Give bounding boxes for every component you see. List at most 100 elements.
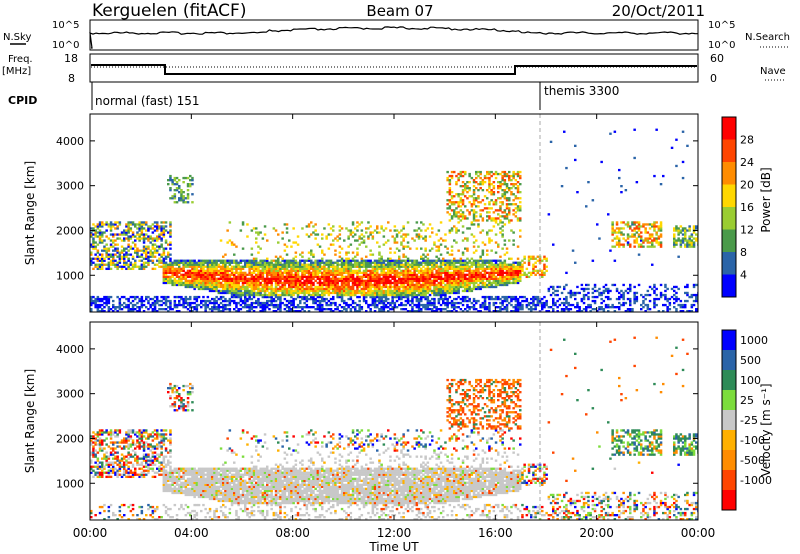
power-cell: [261, 261, 265, 264]
power-cell: [519, 261, 522, 264]
power-cell: [380, 293, 383, 297]
power-cell: [184, 299, 188, 303]
power-cell: [360, 275, 364, 279]
power-cell: [422, 293, 425, 297]
power-cell: [145, 255, 148, 258]
power-cell: [371, 231, 375, 234]
power-cell: [519, 235, 522, 238]
power-cell: [127, 237, 130, 240]
power-cell: [382, 299, 386, 303]
power-cell: [358, 261, 361, 264]
power-cell: [475, 181, 478, 184]
power-cell: [512, 269, 515, 273]
power-cell: [426, 257, 430, 260]
power-cell: [292, 241, 295, 244]
power-cell: [510, 267, 513, 271]
power-cell: [162, 247, 166, 250]
power-cell: [112, 299, 115, 303]
power-cell: [510, 174, 513, 178]
power-cell: [329, 287, 333, 291]
power-cell: [244, 273, 247, 277]
power-cell: [169, 223, 172, 226]
power-cell: [549, 140, 553, 144]
power-cell: [428, 287, 432, 291]
power-cell: [424, 239, 427, 242]
power-cell: [151, 239, 155, 242]
power-cell: [384, 279, 388, 283]
power-cell: [228, 287, 232, 291]
power-cell: [94, 247, 97, 250]
power-cell: [360, 265, 364, 268]
power-cell: [127, 245, 130, 248]
power-cell: [204, 281, 207, 285]
power-cell: [283, 267, 287, 271]
power-cell: [178, 179, 181, 182]
power-cell: [338, 263, 342, 266]
power-cell: [461, 170, 465, 174]
power-cell: [261, 263, 265, 266]
power-cell: [552, 243, 555, 246]
power-cell: [204, 287, 207, 291]
power-cell: [285, 263, 289, 266]
power-cell: [274, 287, 278, 291]
power-cell: [448, 229, 452, 232]
power-cell: [151, 261, 155, 264]
power-cell: [409, 289, 412, 293]
power-cell: [109, 259, 113, 262]
power-cell: [303, 265, 306, 268]
power-cell: [391, 291, 394, 295]
power-cell: [257, 289, 260, 293]
power-cell: [288, 299, 291, 303]
power-cell: [367, 291, 370, 295]
power-cell: [252, 301, 256, 305]
power-cell: [336, 263, 339, 266]
power-cell: [455, 201, 458, 204]
power-cell: [516, 267, 520, 271]
power-cell: [182, 197, 185, 200]
power-cell: [160, 253, 163, 256]
power-cell: [277, 279, 280, 283]
power-cell: [448, 201, 452, 204]
power-cell: [94, 297, 97, 301]
power-cell: [552, 299, 555, 303]
power-cell: [497, 277, 500, 281]
power-cell: [123, 295, 126, 299]
power-cell: [587, 291, 590, 295]
power-cell: [365, 245, 368, 248]
power-cell: [270, 289, 273, 293]
power-cell: [492, 193, 496, 196]
power-cell: [173, 283, 177, 287]
power-cell: [620, 289, 623, 293]
power-cell: [516, 187, 520, 190]
power-cell: [329, 271, 333, 275]
power-cell: [532, 308, 535, 311]
power-cell: [195, 297, 199, 301]
power-cell: [365, 283, 368, 287]
power-cell: [270, 263, 273, 266]
power-cell: [424, 275, 427, 279]
power-cell: [237, 283, 240, 287]
power-cell: [618, 243, 621, 246]
power-cell: [442, 308, 445, 311]
power-cell: [169, 279, 172, 283]
power-cell: [376, 281, 379, 285]
power-cell: [428, 259, 432, 262]
power-cell: [279, 265, 282, 268]
power-cell: [101, 253, 104, 256]
power-cell: [325, 289, 328, 293]
power-cell: [497, 259, 500, 262]
power-cell: [459, 172, 463, 176]
power-cell: [365, 301, 368, 305]
power-cell: [492, 269, 496, 273]
power-cell: [486, 211, 489, 214]
power-cell: [365, 271, 368, 275]
power-cell: [470, 205, 474, 208]
power-cell: [204, 310, 207, 312]
power-cell: [149, 249, 152, 252]
power-cell: [162, 229, 166, 232]
power-cell: [136, 237, 139, 240]
power-cell: [259, 265, 262, 268]
power-cell: [281, 259, 284, 262]
power-cell: [620, 221, 623, 224]
power-cell: [611, 303, 614, 307]
